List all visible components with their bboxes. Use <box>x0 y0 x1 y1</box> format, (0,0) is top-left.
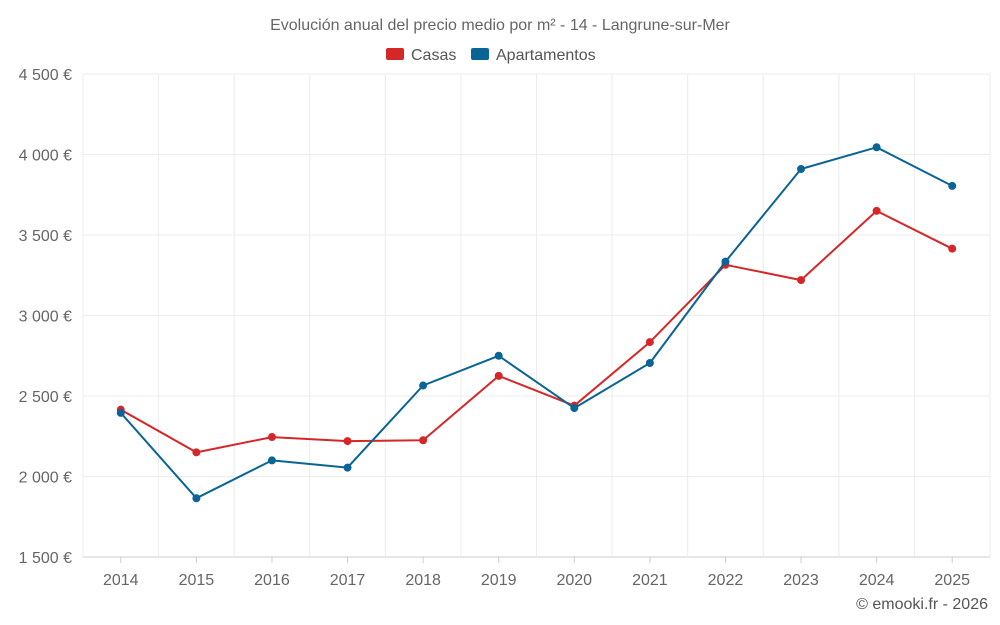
data-point-casas-2016[interactable] <box>267 433 276 442</box>
data-point-casas-2019[interactable] <box>494 371 503 380</box>
data-point-apartamentos-2018[interactable] <box>419 381 428 390</box>
legend-swatch-casas <box>386 48 404 60</box>
chart-title: Evolución anual del precio medio por m² … <box>270 17 730 34</box>
credit-text: © emooki.fr - 2026 <box>856 596 988 613</box>
x-tick-label: 2018 <box>405 572 441 589</box>
x-tick-label: 2017 <box>330 572 366 589</box>
legend-swatch-apartamentos <box>471 48 489 60</box>
y-tick-label: 1 500 € <box>19 550 72 567</box>
x-tick-label: 2016 <box>254 572 290 589</box>
x-axis-ticks: 2014 2015 2016 2017 2018 2019 2020 2021 2022 2023… <box>103 557 970 589</box>
data-point-apartamentos-2021[interactable] <box>645 358 654 367</box>
x-tick-label: 2020 <box>556 572 592 589</box>
data-point-apartamentos-2023[interactable] <box>797 164 806 173</box>
y-tick-label: 3 000 € <box>19 309 72 326</box>
data-point-casas-2023[interactable] <box>797 276 806 285</box>
data-point-casas-2017[interactable] <box>343 437 352 446</box>
data-point-apartamentos-2020[interactable] <box>570 404 579 413</box>
data-point-apartamentos-2016[interactable] <box>267 456 276 465</box>
data-point-apartamentos-2017[interactable] <box>343 463 352 472</box>
data-point-casas-2018[interactable] <box>419 436 428 445</box>
y-axis-ticks: 4 500 € 4 000 € 3 500 € 3 000 € 2 500 € 2 000… <box>19 67 72 567</box>
data-point-apartamentos-2022[interactable] <box>721 257 730 266</box>
x-tick-label: 2014 <box>103 572 139 589</box>
x-tick-label: 2022 <box>708 572 744 589</box>
data-point-casas-2021[interactable] <box>645 338 654 347</box>
data-point-apartamentos-2014[interactable] <box>116 408 125 417</box>
data-point-casas-2024[interactable] <box>872 206 881 215</box>
y-tick-label: 2 000 € <box>19 470 72 487</box>
data-point-apartamentos-2024[interactable] <box>872 143 881 152</box>
data-point-casas-2025[interactable] <box>948 244 957 253</box>
data-point-apartamentos-2015[interactable] <box>192 494 201 503</box>
legend-item-apartamentos[interactable]: Apartamentos <box>471 47 596 64</box>
x-tick-label: 2019 <box>481 572 517 589</box>
y-tick-label: 3 500 € <box>19 228 72 245</box>
legend-item-casas[interactable]: Casas <box>386 47 456 64</box>
x-tick-label: 2021 <box>632 572 668 589</box>
series-line-casas <box>120 209 953 454</box>
grid <box>82 73 991 558</box>
series-layer <box>116 143 957 503</box>
y-tick-label: 4 000 € <box>19 148 72 165</box>
x-tick-label: 2023 <box>783 572 819 589</box>
legend-label-casas: Casas <box>411 47 456 64</box>
legend: Casas Apartamentos <box>386 47 596 64</box>
data-point-apartamentos-2025[interactable] <box>948 181 957 190</box>
y-tick-label: 2 500 € <box>19 389 72 406</box>
y-tick-label: 4 500 € <box>19 67 72 84</box>
x-tick-label: 2025 <box>934 572 970 589</box>
legend-label-apartamentos: Apartamentos <box>496 47 596 64</box>
x-tick-label: 2024 <box>859 572 895 589</box>
x-tick-label: 2015 <box>179 572 215 589</box>
data-point-casas-2015[interactable] <box>192 448 201 457</box>
data-point-apartamentos-2019[interactable] <box>494 351 503 360</box>
series-line-apartamentos <box>120 146 953 500</box>
